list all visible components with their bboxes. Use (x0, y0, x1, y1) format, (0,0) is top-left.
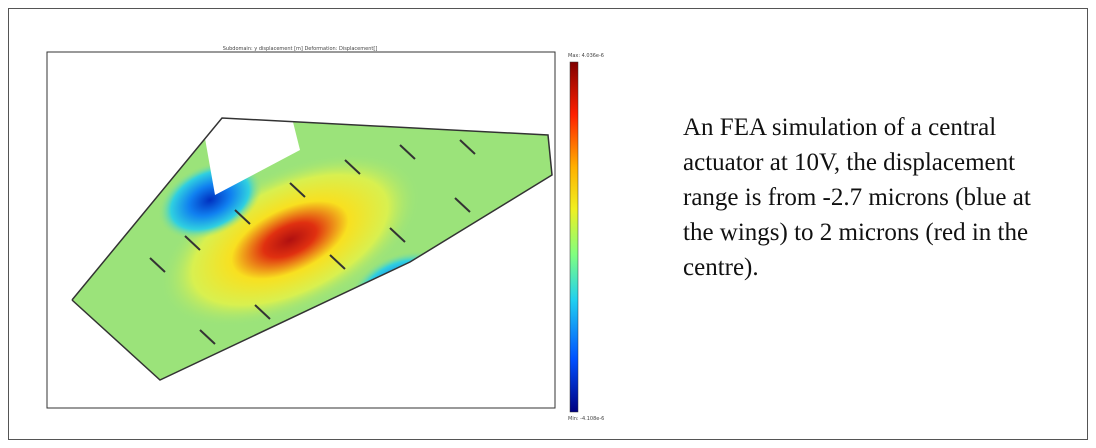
min-label: Min: -4.108e-6 (568, 416, 604, 422)
electrodes (149, 139, 476, 345)
plot-title: Subdomain: y displacement [m] Deformatio… (223, 46, 378, 52)
max-label: Max: 4.036e-6 (568, 53, 604, 59)
caption: An FEA simulation of a central actuator … (683, 114, 1031, 281)
colorbar (569, 61, 579, 413)
slide (8, 8, 1088, 440)
figure: Subdomain: y displacement [m] Deformatio… (46, 46, 604, 422)
